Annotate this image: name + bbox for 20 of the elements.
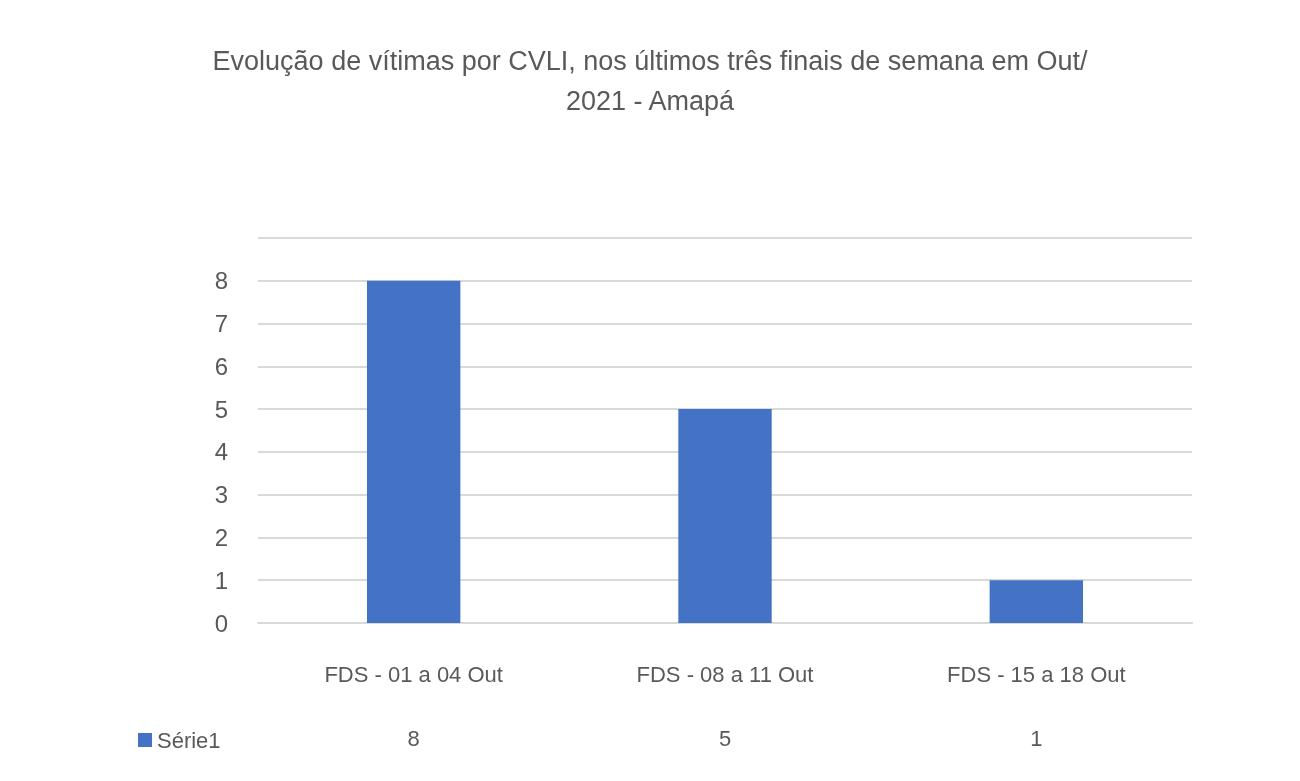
y-tick-label: 6 [214, 352, 228, 380]
y-tick-label: 3 [214, 481, 228, 509]
y-tick-label: 7 [214, 310, 228, 338]
x-tick-label: FDS - 01 a 04 Out [324, 661, 503, 687]
bar [989, 580, 1084, 623]
chart-title: Evolução de vítimas por CVLI, nos últimos três finais de semana em Out/2021 - Amapá [212, 46, 1088, 116]
y-tick-label: 5 [214, 395, 228, 423]
y-tick-label: 8 [214, 267, 228, 295]
data-label: 1 [1030, 725, 1043, 751]
bar [678, 409, 772, 623]
data-label: 5 [718, 725, 732, 751]
y-tick-label: 1 [214, 566, 228, 594]
x-tick-label: FDS - 08 a 11 Out [636, 661, 814, 687]
y-tick-label: 2 [214, 523, 228, 551]
y-tick-label: 0 [214, 609, 228, 637]
y-tick-label: 4 [214, 438, 228, 466]
x-tick-label: FDS - 15 a 18 Out [947, 661, 1126, 687]
legend-label: Série1 [157, 727, 221, 753]
data-label: 8 [407, 725, 420, 751]
bar [366, 280, 461, 623]
